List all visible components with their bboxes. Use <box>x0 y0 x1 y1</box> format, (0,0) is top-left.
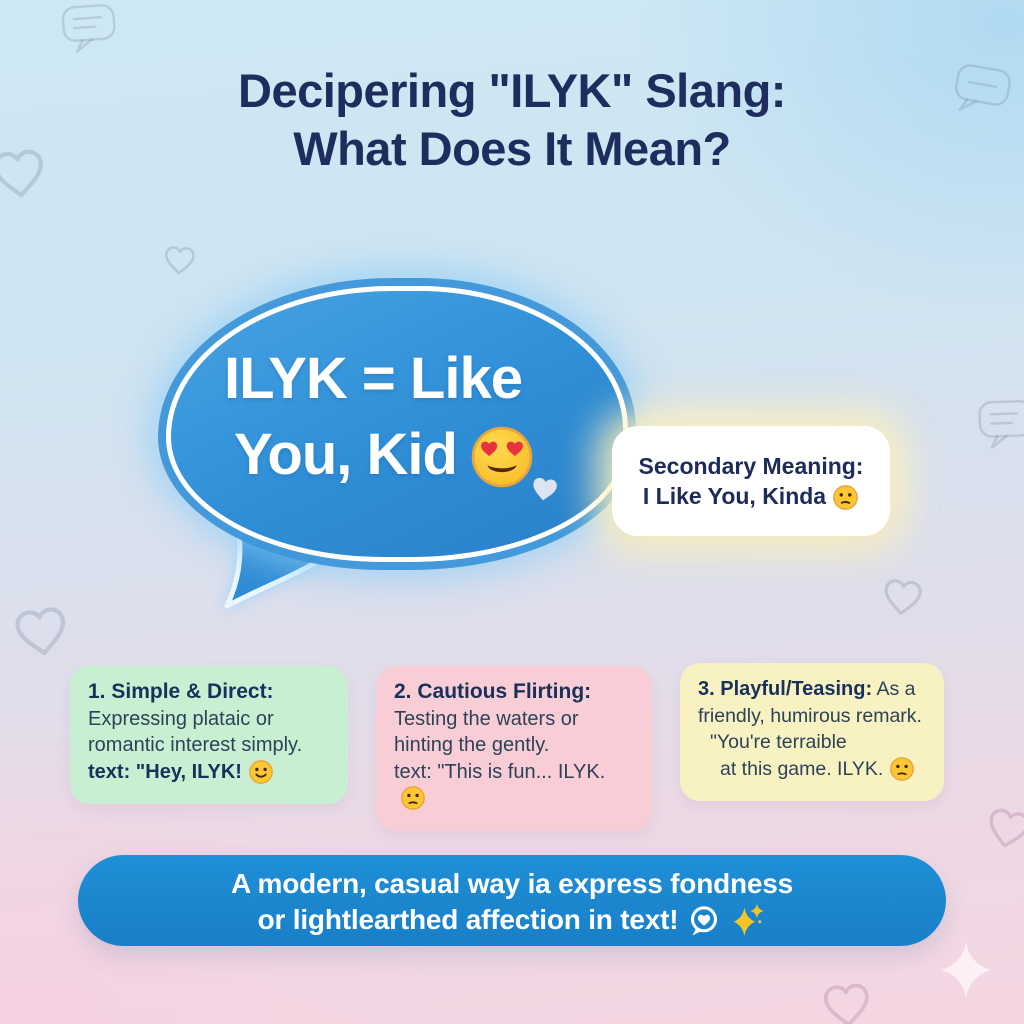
heart-outline-icon <box>162 244 197 277</box>
card-1-body-line-2: romantic interest simply. <box>88 734 303 756</box>
card-3-body-line-1: friendly, humirous remark. <box>698 704 922 727</box>
speech-bubble-outline-icon <box>975 397 1024 451</box>
usage-card-cautious-flirting: 2. Cautious Flirting: Testing the waters… <box>376 666 652 831</box>
heart-outline-icon <box>880 576 925 619</box>
card-1-body-line-1: Expressing plataic or <box>88 707 274 730</box>
card-2-title: 2. Cautious Flirting: <box>394 680 592 703</box>
heart-eyes-emoji <box>469 426 535 503</box>
confused-face-emoji <box>832 485 859 516</box>
bubble-text: ILYK = Like You, Kid <box>171 341 623 523</box>
card-3-quote-line-1: "You're terraible <box>710 731 847 753</box>
card-3-title-line: 3. Playful/Teasing: As a <box>698 678 916 700</box>
small-heart-icon <box>529 452 560 517</box>
slight-smile-emoji <box>248 759 274 790</box>
bubble-line-2: You, Kid <box>171 417 623 523</box>
sparkles-icon <box>730 903 766 944</box>
title-line-1: Decipering "ILYK" Slang: <box>238 64 786 117</box>
card-1-title: 1. Simple & Direct: <box>88 680 274 703</box>
usage-card-playful-teasing: 3. Playful/Teasing: As a friendly, humir… <box>680 663 944 801</box>
title-line-2: What Does It Mean? <box>293 122 731 175</box>
bubble-line-1: ILYK = Like <box>224 346 523 411</box>
card-1-quote: text: "Hey, ILYK! <box>88 759 332 793</box>
banner-line-1: A modern, casual way ia express fondness <box>230 868 794 899</box>
chat-heart-icon <box>687 906 721 944</box>
banner-line-2: or lightlearthed affection in text! <box>78 902 946 947</box>
main-speech-bubble: ILYK = Like You, Kid <box>166 286 628 562</box>
confused-face-emoji <box>400 786 426 816</box>
sparkle-star-icon <box>938 940 994 1000</box>
card-2-body-line-2: hinting the gently. <box>394 734 550 756</box>
secondary-meaning-card: Secondary Meaning: I Like You, Kinda <box>612 426 890 536</box>
card-2-quote: text: "This is fun... ILYK. <box>394 759 636 819</box>
speech-bubble-outline-icon <box>58 0 119 56</box>
secondary-line-1: Secondary Meaning: <box>638 453 864 479</box>
secondary-line-2: I Like You, Kinda <box>612 481 890 518</box>
heart-outline-icon <box>11 602 73 661</box>
summary-banner: A modern, casual way ia express fondness… <box>78 855 946 946</box>
confused-face-emoji <box>889 756 915 787</box>
usage-card-simple-direct: 1. Simple & Direct: Expressing plataic o… <box>70 666 348 804</box>
card-2-body-line-1: Testing the waters or <box>394 707 579 730</box>
heart-outline-icon <box>0 145 49 202</box>
heart-outline-icon <box>982 804 1024 854</box>
heart-outline-icon <box>820 980 874 1024</box>
card-3-quote-line-2: at this game. ILYK. <box>698 756 928 790</box>
speech-bubble-outline-icon <box>948 59 1016 121</box>
page-title: Decipering "ILYK" Slang: What Does It Me… <box>0 62 1024 178</box>
